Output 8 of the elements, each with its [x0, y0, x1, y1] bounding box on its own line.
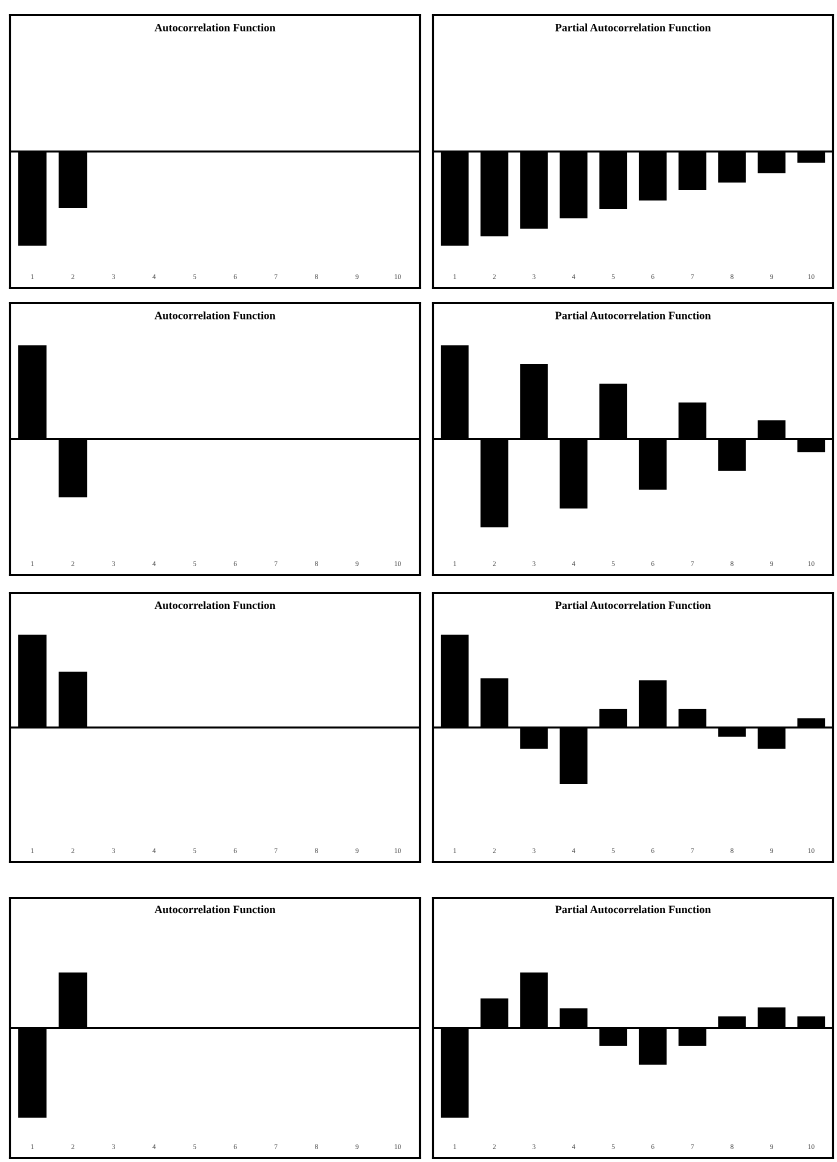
chart-title: Partial Autocorrelation Function [555, 23, 711, 32]
chart-title: Partial Autocorrelation Function [555, 601, 711, 610]
chart-title: Partial Autocorrelation Function [555, 311, 711, 320]
chart-title: Autocorrelation Function [154, 311, 276, 320]
chart-title: Partial Autocorrelation Function [555, 905, 711, 914]
chart-title: Autocorrelation Function [154, 905, 276, 914]
chart-title: Autocorrelation Function [154, 601, 276, 610]
chart-title: Autocorrelation Function [154, 23, 276, 32]
